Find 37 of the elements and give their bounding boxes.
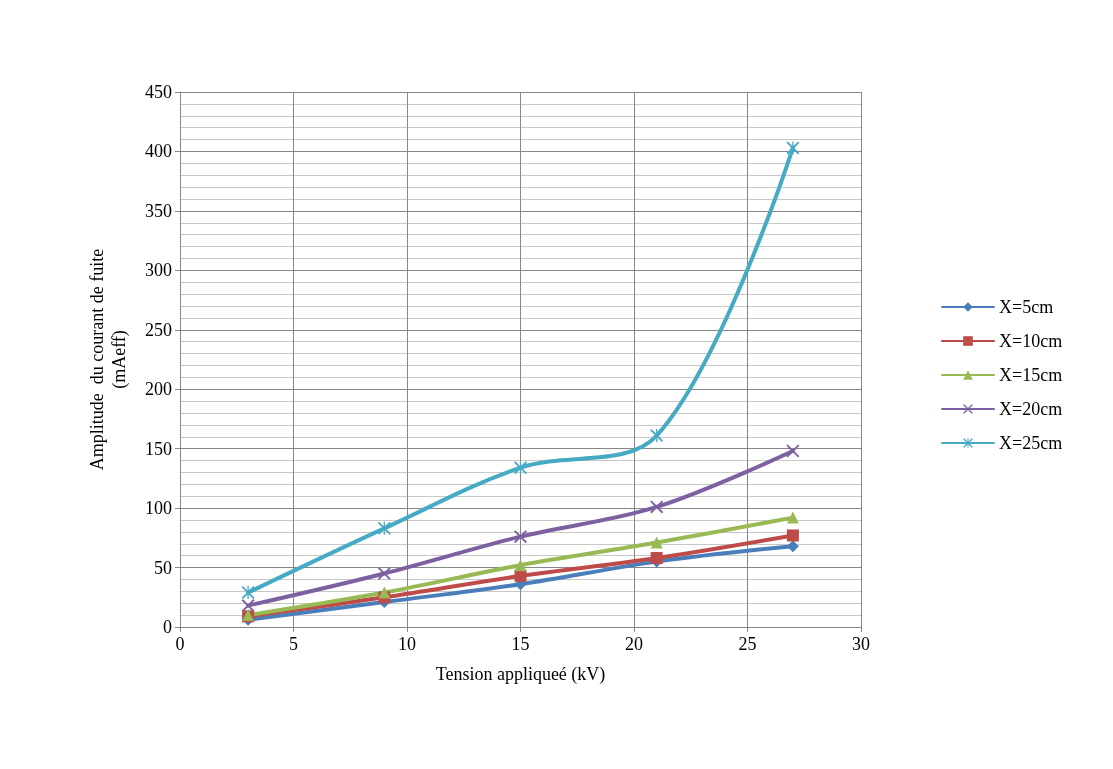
x-tick-label: 20 bbox=[625, 634, 643, 654]
y-tick-label: 300 bbox=[145, 260, 172, 281]
legend-label: X=10cm bbox=[999, 331, 1063, 351]
y-tick-label: 0 bbox=[163, 617, 172, 637]
legend-label: X=15cm bbox=[999, 365, 1063, 385]
point bbox=[514, 461, 527, 475]
point bbox=[786, 511, 799, 524]
y-tick-label: 250 bbox=[145, 319, 172, 340]
x-tick-label: 30 bbox=[852, 634, 870, 654]
y-tick-label: 50 bbox=[154, 557, 172, 578]
x-tick-label: 0 bbox=[175, 634, 185, 654]
point bbox=[514, 569, 527, 582]
y-tick-label: 150 bbox=[145, 438, 172, 459]
y-axis-title: Amplitude du courant de fuite (mAeff) bbox=[87, 248, 130, 471]
point bbox=[786, 141, 800, 155]
point bbox=[514, 530, 527, 544]
x-tick-label: 10 bbox=[398, 634, 416, 654]
legend-label: X=5cm bbox=[999, 297, 1054, 317]
y-tick-label: 350 bbox=[145, 200, 172, 221]
x-tick-label: 5 bbox=[289, 634, 298, 654]
point bbox=[378, 586, 391, 599]
x-axis-title: Tension appliqueé (kV) bbox=[435, 664, 606, 685]
point bbox=[650, 429, 664, 443]
point bbox=[786, 444, 800, 458]
legend-label: X=20cm bbox=[999, 399, 1063, 419]
point bbox=[514, 559, 527, 572]
point bbox=[377, 567, 391, 580]
point bbox=[650, 536, 663, 549]
x-tick-label: 15 bbox=[511, 634, 530, 654]
y-tick-label: 100 bbox=[145, 498, 172, 519]
point bbox=[650, 500, 664, 514]
y-tick-label: 200 bbox=[145, 379, 172, 400]
y-tick-label: 450 bbox=[145, 82, 172, 102]
y-tick-label: 400 bbox=[145, 141, 172, 162]
legend-label: X=25cm bbox=[999, 433, 1063, 453]
x-tick-label: 25 bbox=[738, 634, 757, 654]
point bbox=[786, 529, 799, 542]
